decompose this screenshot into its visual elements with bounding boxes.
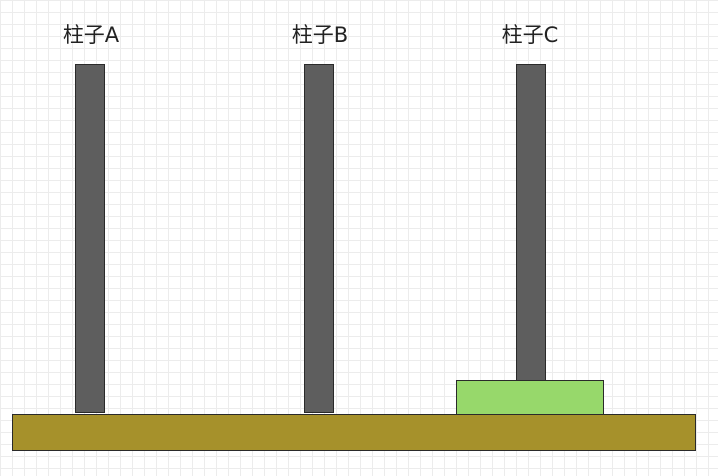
peg-a — [75, 64, 105, 413]
peg-c-label: 柱子C — [501, 23, 559, 47]
base-platform — [12, 414, 696, 451]
peg-c — [516, 64, 546, 413]
peg-b — [304, 64, 334, 413]
disk-on-peg-c — [456, 380, 604, 415]
peg-a-label: 柱子A — [62, 23, 120, 47]
peg-b-label: 柱子B — [291, 23, 349, 47]
